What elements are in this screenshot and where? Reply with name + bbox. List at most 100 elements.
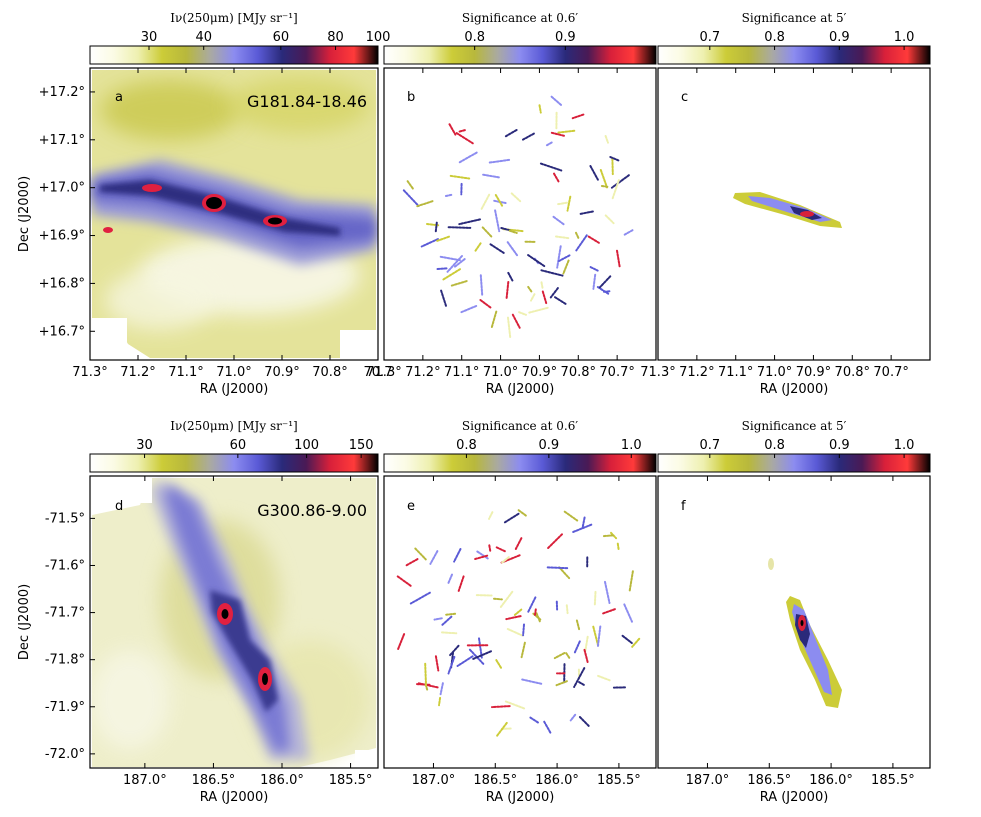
filament-segment bbox=[597, 674, 611, 682]
filament-segment bbox=[558, 254, 571, 262]
filament-segment bbox=[476, 550, 490, 561]
colorbars: 30 40 60 80 100 0.8 0.9 0.7 0.8 0.9 1.0 30 60 100 150 0… bbox=[89, 30, 931, 473]
filament-segment bbox=[441, 268, 461, 281]
colorbar-e-tick-label: 0.9 bbox=[539, 438, 560, 453]
filament-segment bbox=[555, 235, 570, 240]
filament-segment bbox=[545, 141, 553, 147]
filament-segment bbox=[417, 682, 439, 689]
panel-e-letter: e bbox=[407, 499, 415, 514]
filament-segment bbox=[521, 132, 535, 142]
panel-f-frame bbox=[657, 475, 931, 769]
filament-segment bbox=[458, 218, 481, 226]
x-tick-label-a: 71.3° bbox=[72, 365, 107, 380]
y-tick-label-d: -71.6° bbox=[45, 558, 85, 573]
filament-segment bbox=[513, 608, 523, 616]
filament-segment bbox=[506, 628, 525, 638]
filament-segment bbox=[575, 234, 588, 252]
x-tick-label-a: 70.9° bbox=[264, 365, 299, 380]
filament-segment bbox=[504, 129, 518, 138]
x-axis-label-b: RA (J2000) bbox=[486, 382, 555, 397]
colorbar-b-tick-label: 0.8 bbox=[464, 30, 485, 45]
filament-segment bbox=[573, 640, 581, 654]
x-tick-label-f: 187.0° bbox=[686, 773, 730, 788]
y-tick-label-a: +16.9° bbox=[39, 229, 85, 244]
filament-segment bbox=[558, 566, 571, 580]
filament-segment bbox=[488, 544, 492, 553]
filament-segment bbox=[587, 235, 600, 244]
y-tick-label-a: +16.8° bbox=[39, 276, 85, 291]
filament-segment bbox=[396, 575, 413, 588]
filament-segment bbox=[508, 229, 518, 234]
colorbar-c-tick-label: 0.8 bbox=[764, 30, 785, 45]
filament-segment bbox=[604, 214, 615, 225]
filament-segment bbox=[565, 604, 569, 615]
filament-segment bbox=[610, 174, 630, 189]
filament-segment bbox=[623, 603, 633, 623]
y-tick-label-a: +16.7° bbox=[39, 324, 85, 339]
filament-segment bbox=[441, 631, 458, 635]
filament-segment bbox=[566, 195, 572, 212]
x-tick-label-e: 187.0° bbox=[412, 773, 456, 788]
filament-segment bbox=[616, 542, 620, 551]
filament-segment bbox=[592, 273, 597, 290]
filament-segment bbox=[453, 548, 462, 563]
colorbar-c-tick-label: 0.9 bbox=[829, 30, 850, 45]
y-tick-label-a: +17.0° bbox=[39, 181, 85, 196]
filament-segment bbox=[441, 615, 453, 626]
colorbar-a-tick-label: 60 bbox=[273, 30, 290, 45]
panel-c-frame bbox=[657, 67, 931, 361]
filament-segment bbox=[434, 221, 438, 233]
x-tick-label-e: 186.5° bbox=[473, 773, 517, 788]
x-tick-label-b: 71.0° bbox=[483, 365, 518, 380]
filament-segment bbox=[562, 259, 570, 275]
filament-segment bbox=[494, 209, 501, 233]
panel-a: a G181.84-18.46 bbox=[92, 70, 378, 360]
filament-segment bbox=[424, 662, 427, 687]
filament-segment bbox=[493, 597, 503, 601]
filament-segment bbox=[505, 615, 522, 621]
filament-segment bbox=[563, 510, 579, 522]
panel-d: d G300.86-9.00 bbox=[90, 478, 378, 768]
filament-segment bbox=[578, 716, 590, 728]
filament-segment bbox=[602, 534, 614, 538]
x-axis-label-e: RA (J2000) bbox=[486, 790, 555, 805]
filament-segment bbox=[589, 165, 599, 181]
colorbar-d-tick-label: 150 bbox=[349, 438, 374, 453]
filament-segment bbox=[518, 311, 527, 316]
filament-segment bbox=[505, 281, 510, 301]
filament-segment bbox=[604, 580, 611, 604]
filament-segment bbox=[494, 194, 504, 207]
filament-segment bbox=[589, 266, 599, 272]
filament-segment bbox=[507, 271, 514, 282]
colorbar-title-a: Iν(250μm) [MJy sr⁻¹] bbox=[170, 11, 297, 25]
colorbar-d-tick-label: 30 bbox=[136, 438, 153, 453]
x-tick-label-d: 185.5° bbox=[329, 773, 373, 788]
y-tick-label-d: -71.9° bbox=[45, 700, 85, 715]
filament-segment bbox=[573, 667, 586, 688]
filament-segment bbox=[482, 173, 501, 179]
panel-d-letter: d bbox=[115, 499, 123, 514]
colorbar-e bbox=[383, 453, 657, 473]
colorbar-a-tick-label: 40 bbox=[195, 30, 212, 45]
filament-segment bbox=[546, 533, 563, 550]
colorbar-a-tick-label: 80 bbox=[327, 30, 344, 45]
filament-segment bbox=[596, 625, 602, 648]
filament-segment bbox=[454, 258, 466, 268]
filament-segment bbox=[520, 641, 526, 659]
filament-segment bbox=[631, 637, 641, 648]
filament-segment bbox=[599, 169, 608, 189]
filament-segment bbox=[514, 537, 523, 550]
filament-segment bbox=[530, 293, 536, 302]
filament-segment bbox=[406, 180, 415, 190]
filament-segment bbox=[457, 151, 478, 164]
x-tick-label-e: 186.0° bbox=[535, 773, 579, 788]
filament-segment bbox=[555, 680, 568, 687]
filament-segment bbox=[473, 554, 489, 561]
filament-segment bbox=[433, 617, 443, 621]
filament-segment bbox=[527, 254, 546, 268]
filament-segment bbox=[578, 681, 586, 687]
panel-b-filaments bbox=[402, 95, 634, 339]
filament-segment bbox=[543, 720, 552, 734]
filament-segment bbox=[540, 269, 564, 277]
panel-e-frame bbox=[383, 475, 657, 769]
